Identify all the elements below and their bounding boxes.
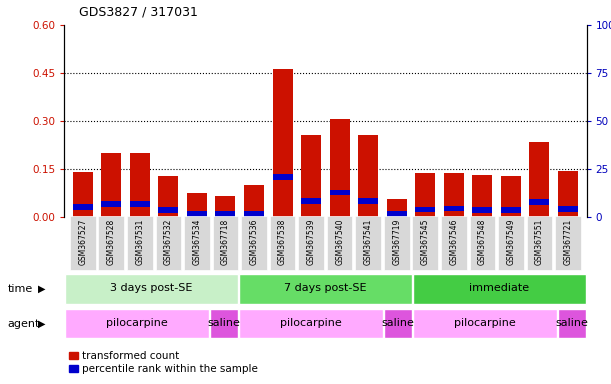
FancyBboxPatch shape [356, 216, 381, 270]
Text: saline: saline [207, 318, 240, 328]
FancyBboxPatch shape [298, 216, 324, 270]
Bar [501, 207, 521, 213]
FancyBboxPatch shape [127, 216, 153, 270]
Text: GSM367532: GSM367532 [164, 218, 173, 265]
Text: GSM367548: GSM367548 [478, 218, 487, 265]
FancyBboxPatch shape [210, 309, 238, 338]
FancyBboxPatch shape [239, 274, 412, 304]
FancyBboxPatch shape [558, 309, 586, 338]
Text: GSM367540: GSM367540 [335, 218, 344, 265]
Text: pilocarpine: pilocarpine [106, 318, 167, 328]
FancyBboxPatch shape [184, 216, 210, 270]
Bar [187, 193, 207, 217]
FancyBboxPatch shape [156, 216, 181, 270]
Text: 3 days post-SE: 3 days post-SE [110, 283, 192, 293]
Bar [301, 198, 321, 204]
FancyBboxPatch shape [413, 274, 586, 304]
Bar [415, 173, 435, 217]
Text: GSM367546: GSM367546 [449, 218, 458, 265]
Text: GSM367551: GSM367551 [535, 218, 544, 265]
FancyBboxPatch shape [384, 216, 409, 270]
Bar [301, 136, 321, 217]
Bar [501, 176, 521, 217]
Text: ▶: ▶ [38, 284, 45, 294]
Bar [558, 206, 578, 212]
Bar [387, 199, 407, 217]
Text: saline: saline [381, 318, 414, 328]
Bar [330, 119, 349, 217]
Text: GSM367531: GSM367531 [135, 218, 144, 265]
Bar [358, 198, 378, 204]
Bar [444, 173, 464, 217]
Bar [444, 206, 464, 212]
FancyBboxPatch shape [70, 216, 95, 270]
Text: time: time [7, 284, 32, 294]
Text: 7 days post-SE: 7 days post-SE [284, 283, 367, 293]
Bar [244, 211, 264, 217]
Text: GSM367528: GSM367528 [107, 218, 115, 265]
Bar [158, 176, 178, 217]
FancyBboxPatch shape [213, 216, 238, 270]
Text: GSM367721: GSM367721 [563, 218, 573, 265]
Text: GSM367545: GSM367545 [421, 218, 430, 265]
Bar [358, 136, 378, 217]
Bar [558, 171, 578, 217]
Legend: transformed count, percentile rank within the sample: transformed count, percentile rank withi… [70, 351, 258, 374]
Text: pilocarpine: pilocarpine [280, 318, 342, 328]
Text: GSM367719: GSM367719 [392, 218, 401, 265]
FancyBboxPatch shape [65, 309, 209, 338]
FancyBboxPatch shape [469, 216, 495, 270]
Bar [73, 172, 93, 217]
Text: GSM367549: GSM367549 [507, 218, 516, 265]
Text: GSM367527: GSM367527 [78, 218, 87, 265]
FancyBboxPatch shape [412, 216, 438, 270]
Bar [101, 201, 121, 207]
Text: immediate: immediate [469, 283, 530, 293]
Text: agent: agent [7, 319, 40, 329]
Bar [216, 196, 235, 217]
FancyBboxPatch shape [555, 216, 581, 270]
Bar [158, 207, 178, 213]
FancyBboxPatch shape [413, 309, 557, 338]
FancyBboxPatch shape [98, 216, 124, 270]
Bar [472, 207, 492, 213]
FancyBboxPatch shape [241, 216, 267, 270]
Bar [530, 199, 549, 205]
FancyBboxPatch shape [239, 309, 383, 338]
Bar [472, 175, 492, 217]
Bar [187, 211, 207, 217]
Text: GSM367718: GSM367718 [221, 218, 230, 265]
Bar [273, 69, 293, 217]
Bar [330, 190, 349, 195]
Text: ▶: ▶ [38, 319, 45, 329]
Text: GSM367538: GSM367538 [278, 218, 287, 265]
FancyBboxPatch shape [384, 309, 412, 338]
FancyBboxPatch shape [327, 216, 353, 270]
FancyBboxPatch shape [65, 274, 238, 304]
Bar [415, 207, 435, 212]
Text: GSM367534: GSM367534 [192, 218, 202, 265]
FancyBboxPatch shape [441, 216, 467, 270]
Bar [101, 153, 121, 217]
Bar [216, 211, 235, 217]
FancyBboxPatch shape [527, 216, 552, 270]
Text: GDS3827 / 317031: GDS3827 / 317031 [79, 6, 199, 19]
Bar [244, 185, 264, 217]
Text: GSM367539: GSM367539 [307, 218, 316, 265]
FancyBboxPatch shape [269, 216, 295, 270]
Text: saline: saline [555, 318, 588, 328]
FancyBboxPatch shape [498, 216, 524, 270]
Bar [530, 142, 549, 217]
Text: pilocarpine: pilocarpine [454, 318, 516, 328]
Bar [273, 174, 293, 180]
Bar [130, 201, 150, 207]
Text: GSM367541: GSM367541 [364, 218, 373, 265]
Bar [73, 204, 93, 210]
Text: GSM367536: GSM367536 [249, 218, 258, 265]
Bar [387, 211, 407, 217]
Bar [130, 153, 150, 217]
